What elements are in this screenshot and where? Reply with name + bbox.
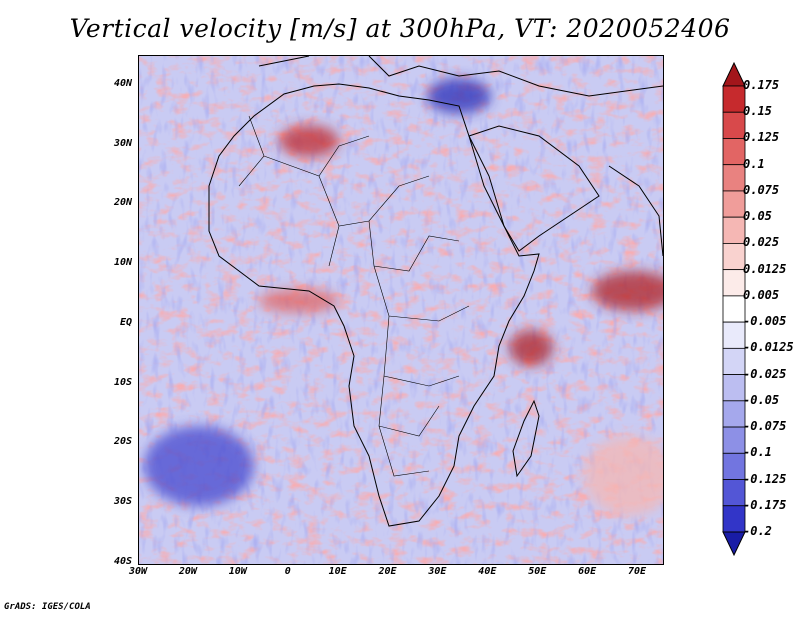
- coastlines: [208, 56, 663, 527]
- india-coastline: [608, 165, 663, 257]
- ascent-area-south-indian: [584, 436, 663, 516]
- colorbar-label: -0.075: [743, 419, 787, 434]
- colorbar-segment: [722, 243, 746, 271]
- longitude-label: 0: [284, 566, 291, 577]
- africa-coastline: [208, 83, 540, 527]
- longitude-label: 30W: [128, 566, 148, 577]
- colorbar-label: -0.005: [743, 314, 787, 329]
- latitude-label: 30S: [113, 496, 132, 508]
- colorbar-segment: [722, 85, 746, 113]
- colorbar: [722, 62, 746, 556]
- ascent-area-east-africa: [509, 330, 553, 366]
- colorbar-label: 0.05: [743, 209, 772, 224]
- ascent-area-itcz: [259, 289, 339, 313]
- colorbar-label: -0.0125: [743, 340, 794, 355]
- velocity-field-map: [139, 56, 663, 564]
- descent-area-south-atlantic: [144, 426, 254, 506]
- chart-title: Vertical velocity [m/s] at 300hPa, VT: 2…: [69, 14, 731, 43]
- colorbar-segment: [722, 426, 746, 454]
- colorbar-segment: [722, 452, 746, 480]
- longitude-label: 10W: [228, 566, 247, 577]
- colorbar-label: 0.175: [743, 78, 780, 92]
- descent-area-mediterranean: [427, 78, 491, 114]
- latitude-label: EQ: [119, 316, 132, 328]
- madagascar-coastline: [512, 399, 540, 478]
- velocity-features: [144, 78, 663, 516]
- colorbar-label: -0.05: [743, 392, 780, 407]
- colorbar-label: 0.15: [743, 104, 772, 119]
- latitude-label: 30N: [113, 137, 132, 149]
- latitude-label: 10N: [113, 257, 132, 269]
- colorbar-segment: [722, 347, 746, 375]
- colorbar-segment: [722, 164, 746, 192]
- grads-credit: GrADS: IGES/COLA: [4, 602, 91, 612]
- longitude-label: 30E: [428, 566, 447, 577]
- longitude-label: 20W: [178, 566, 197, 577]
- longitude-label: 40E: [478, 566, 497, 577]
- longitude-label: 10E: [328, 566, 347, 577]
- colorbar-label: 0.005: [743, 287, 780, 302]
- colorbar-label: 0.1: [743, 156, 765, 171]
- ascent-area-sahara: [279, 125, 339, 157]
- colorbar-label: 0.0125: [743, 261, 787, 276]
- arabia-coastline: [468, 125, 600, 252]
- longitude-label: 20E: [378, 566, 397, 577]
- colorbar-top-arrow: [722, 62, 746, 87]
- colorbar-segment: [722, 111, 746, 139]
- colorbar-label: -0.125: [743, 471, 787, 486]
- colorbar-segment: [722, 269, 746, 297]
- colorbar-segment: [722, 321, 746, 349]
- latitude-label: 20S: [113, 436, 132, 448]
- map-panel: [138, 55, 664, 565]
- colorbar-bottom-arrow: [722, 531, 746, 556]
- colorbar-label: 0.125: [743, 130, 780, 145]
- colorbar-segment: [722, 374, 746, 402]
- colorbar-label: -0.025: [743, 366, 787, 381]
- colorbar-label: 0.075: [743, 182, 780, 197]
- latitude-label: 40S: [113, 556, 132, 567]
- longitude-label: 60E: [578, 566, 597, 577]
- colorbar-label: -0.175: [743, 497, 787, 512]
- colorbar-segment: [722, 479, 746, 507]
- colorbar-segment: [722, 216, 746, 244]
- colorbar-segment: [722, 190, 746, 218]
- colorbar-segment: [722, 295, 746, 323]
- colorbar-label: -0.1: [743, 445, 772, 460]
- colorbar-segment: [722, 505, 746, 533]
- colorbar-label: -0.2: [743, 524, 772, 538]
- longitude-label: 70E: [628, 566, 647, 577]
- colorbar-label: 0.025: [743, 235, 780, 250]
- europe-coastline: [258, 56, 663, 97]
- country-borders: [238, 115, 470, 477]
- latitude-label: 40N: [113, 77, 132, 89]
- longitude-label: 50E: [528, 566, 547, 577]
- ascent-area-arabian-sea: [592, 271, 663, 311]
- colorbar-segment: [722, 400, 746, 428]
- latitude-label: 20N: [113, 197, 132, 209]
- latitude-label: 10S: [113, 376, 132, 388]
- colorbar-segment: [722, 138, 746, 166]
